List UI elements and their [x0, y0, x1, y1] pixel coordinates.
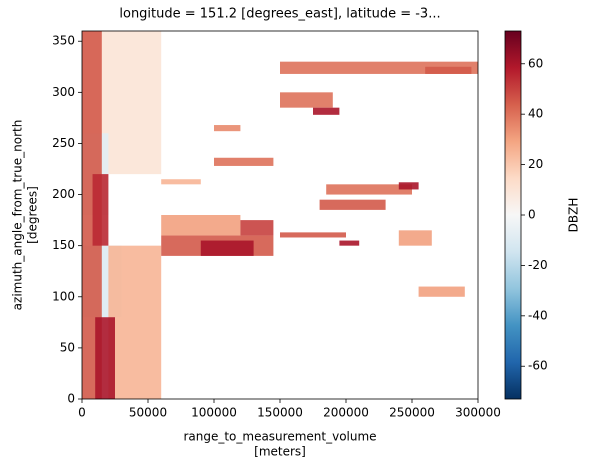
colorbar-tick-label: 40	[528, 107, 543, 121]
colorbar-tick-label: 0	[528, 208, 536, 222]
colorbar-label: DBZH	[567, 198, 581, 233]
x-axis-label: [meters]	[254, 445, 306, 459]
x-tick-label: 50000	[129, 406, 167, 420]
heatmap-cell	[280, 92, 333, 108]
colorbar-tick-label: -60	[528, 359, 548, 373]
y-axis-label: [degrees]	[26, 186, 40, 244]
chart-title: longitude = 151.2 [degrees_east], latitu…	[119, 7, 440, 22]
colorbar-tick-label: -40	[528, 308, 548, 322]
heatmap-cell	[214, 157, 274, 166]
heatmap-cell	[339, 240, 360, 246]
y-tick-label: 50	[60, 340, 75, 354]
heatmap-cell	[398, 230, 432, 246]
colorbar	[504, 30, 522, 400]
y-tick-label: 350	[52, 34, 75, 48]
heatmap-cell	[319, 199, 386, 210]
heatmap-cell	[92, 174, 109, 246]
y-tick-label: 250	[52, 136, 75, 150]
plot-area	[82, 31, 478, 399]
y-tick-label: 300	[52, 85, 75, 99]
heatmap-cell	[425, 66, 472, 74]
x-axis-label: range_to_measurement_volume	[183, 430, 376, 444]
colorbar-tick-label: 60	[528, 56, 543, 70]
x-tick-label: 300000	[455, 406, 501, 420]
colorbar-tick-label: -20	[528, 258, 548, 272]
heatmap-cell	[326, 184, 412, 195]
y-tick-label: 200	[52, 187, 75, 201]
heatmap-cell	[200, 240, 254, 256]
y-axis-label: azimuth_angle_from_true_north	[11, 120, 25, 311]
heatmap-cell	[418, 286, 465, 297]
heatmap-cell	[240, 220, 274, 236]
heatmap-cell	[95, 317, 115, 399]
heatmap-cell	[82, 31, 102, 399]
heatmap-cell	[214, 125, 241, 132]
colorbar-tick-label: 20	[528, 157, 543, 171]
x-tick-label: 150000	[257, 406, 303, 420]
heatmap-cell	[161, 179, 201, 185]
x-tick-label: 250000	[389, 406, 435, 420]
heatmap-cell	[313, 107, 340, 115]
heatmap-cell	[108, 245, 162, 399]
x-tick-label: 100000	[191, 406, 237, 420]
y-tick-label: 150	[52, 238, 75, 252]
heatmap-cell	[280, 232, 346, 238]
x-tick-label: 0	[78, 406, 86, 420]
heatmap-cell	[161, 215, 241, 236]
x-tick-label: 200000	[323, 406, 369, 420]
y-tick-label: 100	[52, 289, 75, 303]
y-tick-label: 0	[67, 392, 75, 406]
heatmap-cell	[398, 182, 419, 190]
